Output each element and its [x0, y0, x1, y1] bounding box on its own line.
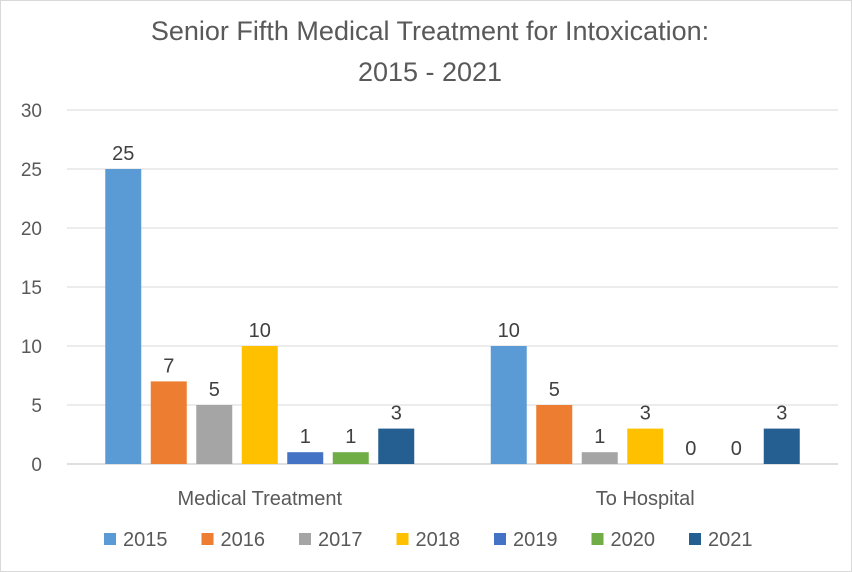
bar-2018-1	[627, 428, 664, 464]
x-axis-categories: Medical Treatment To Hospital	[177, 488, 694, 510]
data-label: 3	[776, 403, 787, 425]
data-label: 5	[209, 379, 220, 401]
y-tick-label: 30	[21, 101, 42, 122]
data-label: 3	[640, 403, 651, 425]
y-tick-label: 25	[21, 160, 42, 181]
legend-swatch-2017	[299, 533, 311, 545]
y-tick-label: 15	[21, 278, 42, 299]
bar-2016-0	[150, 381, 187, 464]
legend-swatch-2019	[494, 533, 506, 545]
y-tick-label: 10	[21, 337, 42, 358]
data-label: 1	[594, 426, 605, 448]
bar-2019-0	[287, 452, 324, 464]
y-axis-ticks: 0 5 10 15 20 25 30	[21, 101, 42, 476]
chart-title-line2: 2015 - 2021	[358, 57, 502, 87]
data-label: 1	[345, 426, 356, 448]
y-tick-label: 5	[31, 396, 42, 417]
category-label: To Hospital	[596, 488, 695, 510]
gridlines	[67, 109, 838, 465]
bar-2016-1	[536, 405, 573, 464]
bar-2020-0	[332, 452, 369, 464]
data-label: 5	[549, 379, 560, 401]
bar-2017-0	[196, 405, 233, 464]
legend-label: 2019	[513, 529, 558, 551]
bar-2015-0	[105, 169, 142, 464]
data-label: 10	[498, 320, 520, 342]
legend-swatch-2021	[689, 533, 701, 545]
legend: 2015 2016 2017 2018 2019 2020 2021	[104, 529, 753, 551]
legend-swatch-2018	[396, 533, 409, 545]
legend-label: 2015	[123, 529, 168, 551]
bar-2021-0	[378, 428, 415, 464]
legend-label: 2017	[318, 529, 363, 551]
category-label: Medical Treatment	[177, 488, 342, 510]
bar-2021-1	[763, 428, 800, 464]
data-label: 25	[112, 143, 134, 165]
data-label: 3	[391, 403, 402, 425]
y-tick-label: 20	[21, 219, 42, 240]
data-label: 0	[731, 438, 742, 460]
legend-label: 2021	[708, 529, 753, 551]
legend-label: 2018	[416, 529, 461, 551]
data-label: 7	[163, 355, 174, 377]
data-label: 1	[300, 426, 311, 448]
data-label: 10	[249, 320, 271, 342]
bar-2015-1	[490, 346, 527, 464]
y-tick-label: 0	[31, 455, 42, 476]
legend-swatch-2015	[104, 533, 116, 545]
legend-swatch-2016	[201, 533, 214, 545]
bar-2017-1	[581, 452, 618, 464]
data-label: 0	[685, 438, 696, 460]
legend-label: 2016	[221, 529, 266, 551]
bar-2018-0	[241, 346, 278, 464]
data-labels: 25 7 5 10 1 1 3 10 5 1 3 0 0 3	[112, 143, 787, 460]
legend-label: 2020	[611, 529, 656, 551]
legend-swatch-2020	[591, 533, 604, 545]
bars	[105, 169, 800, 464]
chart-title-line1: Senior Fifth Medical Treatment for Intox…	[151, 16, 709, 46]
